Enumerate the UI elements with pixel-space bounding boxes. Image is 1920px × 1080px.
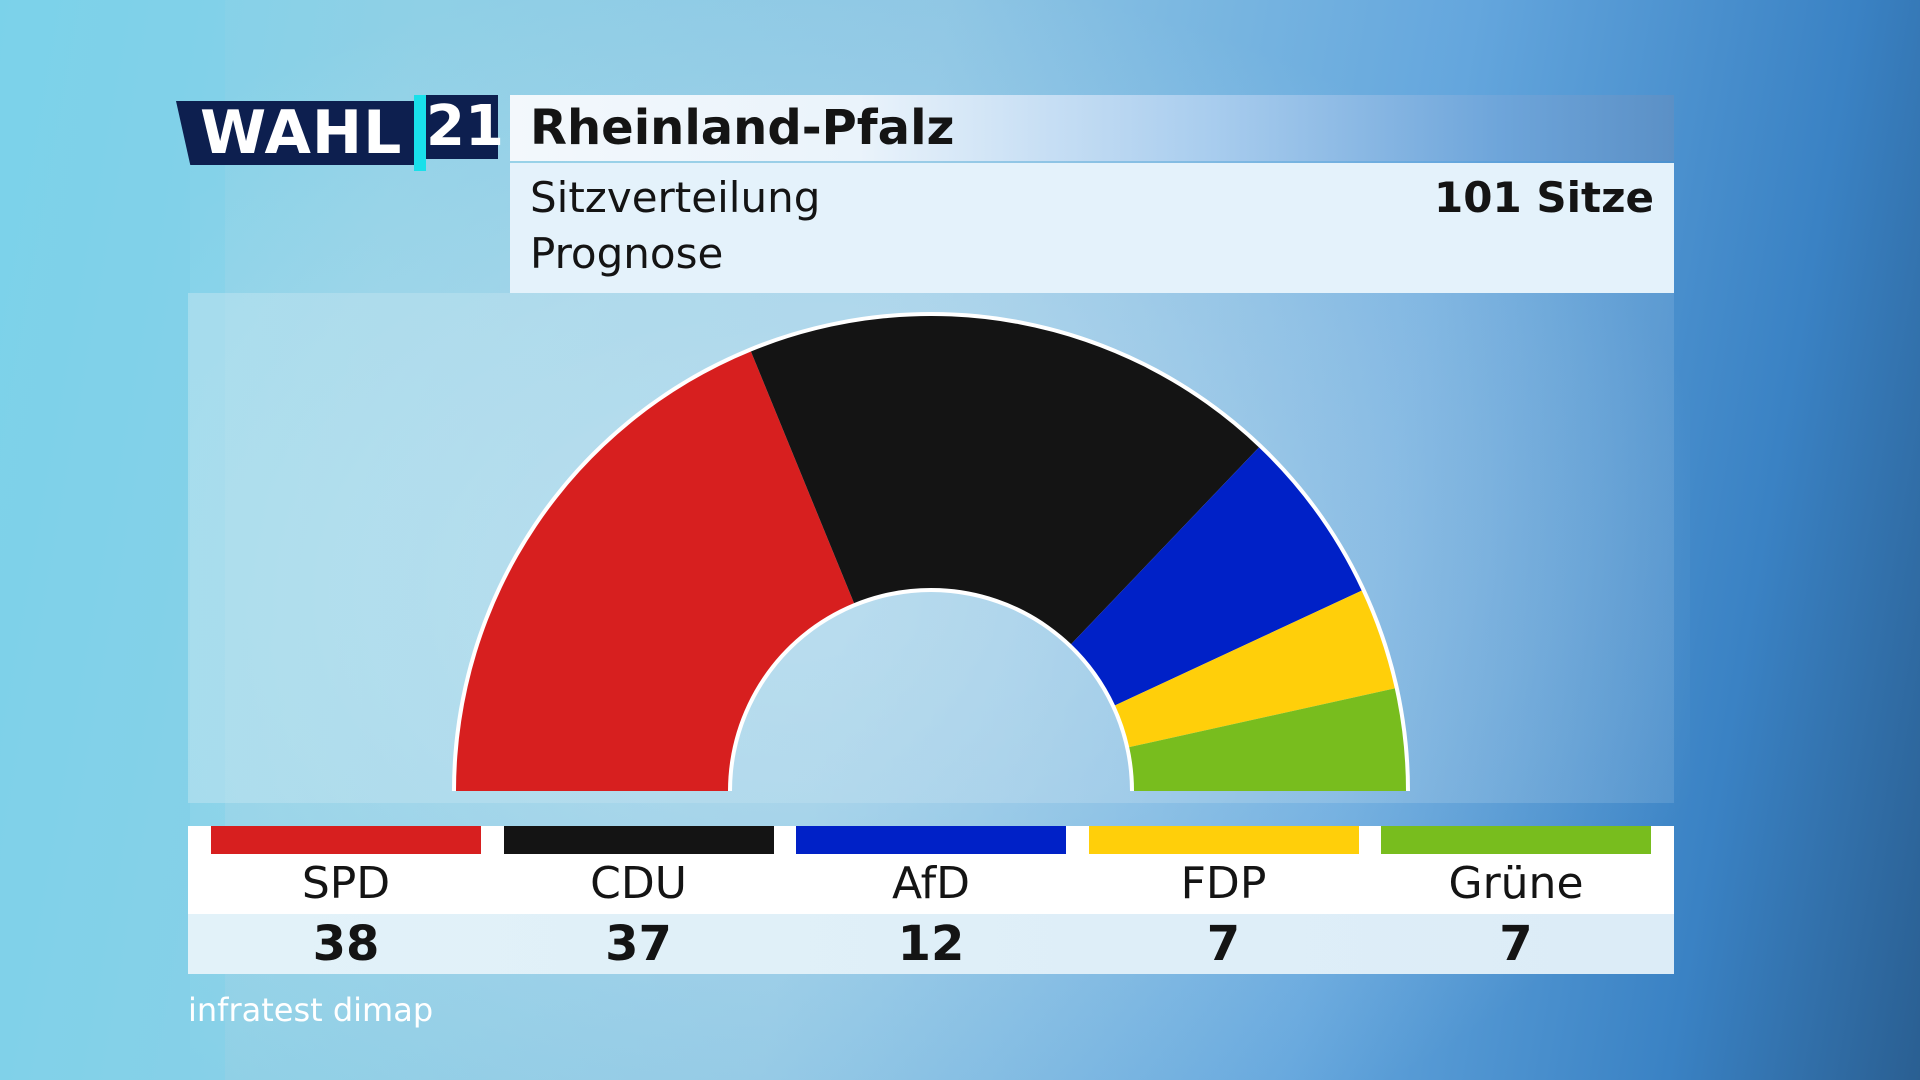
legend-swatch [1381, 826, 1651, 854]
chart-panel [188, 293, 1674, 803]
legend-value-cdu: 37 [504, 914, 774, 974]
legend-swatch [796, 826, 1066, 854]
legend-item-spd: SPD [211, 826, 481, 914]
legend-party-name: SPD [301, 858, 391, 909]
legend-item-cdu: CDU [503, 826, 774, 914]
legend-value-afd: 12 [796, 914, 1066, 974]
seat-segment-fdp [1115, 590, 1395, 748]
hemicycle-chart [452, 312, 1410, 791]
total-seats-label: 101 Sitze [1434, 173, 1654, 222]
seat-count-label: 37 [605, 916, 672, 972]
legend-names-row: SPD CDU AfD FDP Grüne [188, 826, 1674, 914]
legend-value-spd: 38 [211, 914, 481, 974]
logo-wahl-text: WAHL [176, 101, 414, 165]
legend-swatch [211, 826, 481, 854]
legend-item-grüne: Grüne [1381, 826, 1651, 914]
legend: SPD CDU AfD FDP Grüne 38 37 12 7 7 [188, 826, 1674, 974]
seat-segment-afd [1071, 447, 1362, 706]
seat-count-label: 7 [1499, 916, 1533, 972]
legend-values-row: 38 37 12 7 7 [188, 914, 1674, 974]
legend-party-name: Grüne [1448, 858, 1584, 909]
legend-swatch [1088, 826, 1359, 854]
legend-party-name: AfD [892, 858, 970, 909]
source-credit: infratest dimap [188, 991, 434, 1029]
chart-subtitle-line1: Sitzverteilung [530, 173, 821, 222]
legend-party-name: FDP [1180, 858, 1267, 909]
seat-count-label: 12 [897, 916, 965, 972]
seat-count-label: 38 [312, 916, 380, 972]
legend-item-fdp: FDP [1088, 826, 1359, 914]
seat-segment-spd [456, 351, 855, 791]
legend-party-name: CDU [590, 858, 687, 909]
header-subtitle-panel: Sitzverteilung Prognose 101 Sitze [510, 163, 1674, 293]
legend-value-fdp: 7 [1089, 914, 1359, 974]
legend-value-grüne: 7 [1381, 914, 1651, 974]
chart-subtitle-line2: Prognose [530, 229, 724, 278]
logo-year: 21 [426, 94, 504, 159]
legend-item-afd: AfD [796, 826, 1066, 914]
header-title-bar: Rheinland-Pfalz [510, 95, 1674, 161]
legend-swatch [503, 826, 774, 854]
background-strip [0, 0, 225, 1080]
seat-segment-grüne [1129, 688, 1406, 791]
seat-count-label: 7 [1206, 916, 1241, 972]
seat-segment-cdu [750, 316, 1259, 645]
page-title: Rheinland-Pfalz [530, 100, 955, 156]
logo-accent-bar [414, 95, 426, 171]
